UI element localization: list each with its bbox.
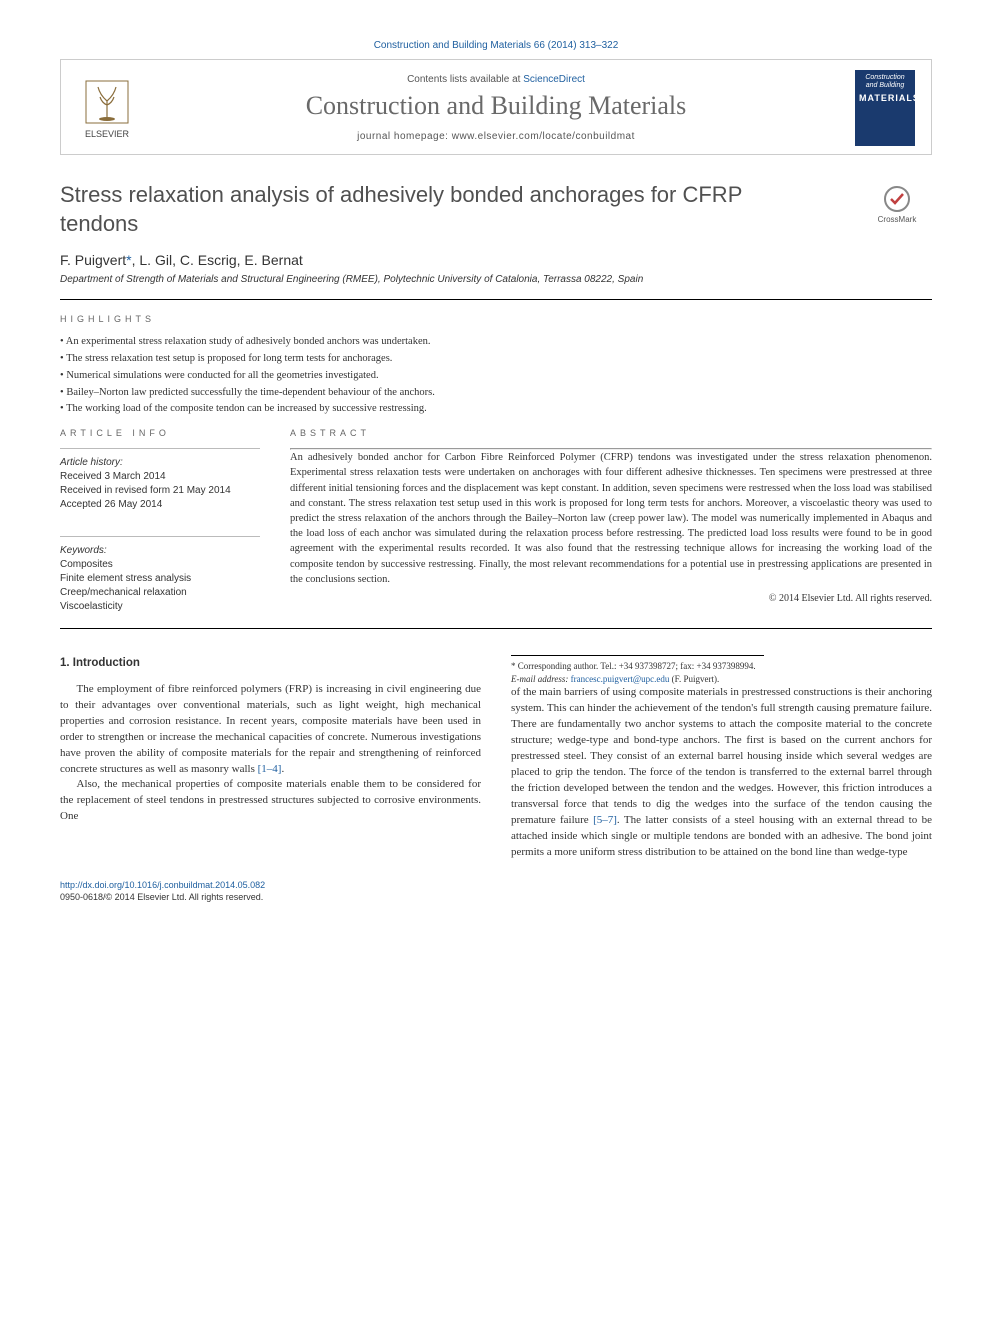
highlights-list: An experimental stress relaxation study … xyxy=(60,334,932,418)
keyword: Finite element stress analysis xyxy=(60,572,260,586)
corresponding-email-link[interactable]: francesc.puigvert@upc.edu xyxy=(571,674,670,684)
journal-title: Construction and Building Materials xyxy=(153,91,839,121)
crossmark-badge[interactable]: CrossMark xyxy=(862,185,932,224)
p2-text: Also, the mechanical properties of compo… xyxy=(60,778,481,822)
citation-link-5-7[interactable]: [5–7] xyxy=(593,814,617,826)
corresponding-footnote: * Corresponding author. Tel.: +34 937398… xyxy=(511,655,764,685)
email-who: (F. Puigvert). xyxy=(669,674,719,684)
abstract-column: ABSTRACT An adhesively bonded anchor for… xyxy=(290,428,932,614)
elsevier-name: ELSEVIER xyxy=(85,129,129,139)
highlights-label: HIGHLIGHTS xyxy=(60,314,932,324)
info-rule xyxy=(60,448,260,449)
p1-tail: . xyxy=(281,763,284,775)
body-paragraph-2: Also, the mechanical properties of compo… xyxy=(60,777,481,825)
author-3: C. Escrig xyxy=(180,252,237,268)
homepage-url: www.elsevier.com/locate/conbuildmat xyxy=(452,131,635,142)
highlight-item: An experimental stress relaxation study … xyxy=(60,334,932,351)
article-info-label: ARTICLE INFO xyxy=(60,428,260,438)
history-accepted: Accepted 26 May 2014 xyxy=(60,498,260,512)
highlight-item: The working load of the composite tendon… xyxy=(60,401,932,418)
rule-1 xyxy=(60,299,932,300)
cover-line2: MATERIALS xyxy=(859,93,911,104)
crossmark-label: CrossMark xyxy=(862,215,932,224)
contents-prefix: Contents lists available at xyxy=(407,74,523,85)
keyword: Viscoelasticity xyxy=(60,600,260,614)
affiliation: Department of Strength of Materials and … xyxy=(60,274,932,285)
elsevier-logo: ELSEVIER xyxy=(77,73,137,143)
abstract-copyright: © 2014 Elsevier Ltd. All rights reserved… xyxy=(290,593,932,604)
section-heading-intro: 1. Introduction xyxy=(60,655,481,672)
highlight-item: The stress relaxation test setup is prop… xyxy=(60,351,932,368)
sciencedirect-link[interactable]: ScienceDirect xyxy=(523,74,585,85)
body-paragraph-3: of the main barriers of using composite … xyxy=(511,685,932,860)
authors-line: F. Puigvert*, L. Gil, C. Escrig, E. Bern… xyxy=(60,252,932,268)
email-label: E-mail address: xyxy=(511,674,571,684)
footnote-email-line: E-mail address: francesc.puigvert@upc.ed… xyxy=(511,673,764,686)
rule-2 xyxy=(60,628,932,629)
author-4: E. Bernat xyxy=(244,252,302,268)
elsevier-tree-icon xyxy=(82,77,132,127)
cover-line1: Construction and Building xyxy=(859,74,911,91)
doi-link[interactable]: http://dx.doi.org/10.1016/j.conbuildmat.… xyxy=(60,880,265,890)
masthead: ELSEVIER Contents lists available at Sci… xyxy=(60,59,932,155)
journal-cover-thumbnail: Construction and Building MATERIALS xyxy=(855,70,915,146)
body-two-column: 1. Introduction The employment of fibre … xyxy=(60,655,932,861)
article-history-head: Article history: xyxy=(60,457,260,468)
section-number: 1. xyxy=(60,657,70,669)
keyword: Creep/mechanical relaxation xyxy=(60,586,260,600)
footnote-corresponding: * Corresponding author. Tel.: +34 937398… xyxy=(511,660,764,673)
abstract-label: ABSTRACT xyxy=(290,428,932,438)
body-paragraph-1: The employment of fibre reinforced polym… xyxy=(60,682,481,778)
keyword: Composites xyxy=(60,558,260,572)
journal-homepage-line: journal homepage: www.elsevier.com/locat… xyxy=(153,131,839,142)
keywords-head: Keywords: xyxy=(60,545,260,556)
article-info-column: ARTICLE INFO Article history: Received 3… xyxy=(60,428,260,614)
history-revised: Received in revised form 21 May 2014 xyxy=(60,484,260,498)
p1-text: The employment of fibre reinforced polym… xyxy=(60,683,481,775)
issn-copyright: 0950-0618/© 2014 Elsevier Ltd. All right… xyxy=(60,892,263,902)
author-2: L. Gil xyxy=(139,252,172,268)
highlights-section: HIGHLIGHTS An experimental stress relaxa… xyxy=(60,314,932,418)
corresponding-mark: * xyxy=(126,252,131,268)
highlight-item: Bailey–Norton law predicted successfully… xyxy=(60,385,932,402)
homepage-prefix: journal homepage: xyxy=(357,131,452,142)
info-rule-2 xyxy=(60,536,260,537)
article-title: Stress relaxation analysis of adhesively… xyxy=(60,181,820,238)
footer-bar: http://dx.doi.org/10.1016/j.conbuildmat.… xyxy=(60,879,932,904)
citation-link-1-4[interactable]: [1–4] xyxy=(258,763,282,775)
history-received: Received 3 March 2014 xyxy=(60,470,260,484)
section-title: Introduction xyxy=(73,657,140,669)
abstract-text: An adhesively bonded anchor for Carbon F… xyxy=(290,450,932,587)
author-1: F. Puigvert xyxy=(60,252,126,268)
contents-lists-line: Contents lists available at ScienceDirec… xyxy=(153,74,839,85)
p3-pre: of the main barriers of using composite … xyxy=(511,686,932,826)
highlight-item: Numerical simulations were conducted for… xyxy=(60,368,932,385)
crossmark-icon xyxy=(883,185,911,213)
running-citation: Construction and Building Materials 66 (… xyxy=(60,40,932,51)
